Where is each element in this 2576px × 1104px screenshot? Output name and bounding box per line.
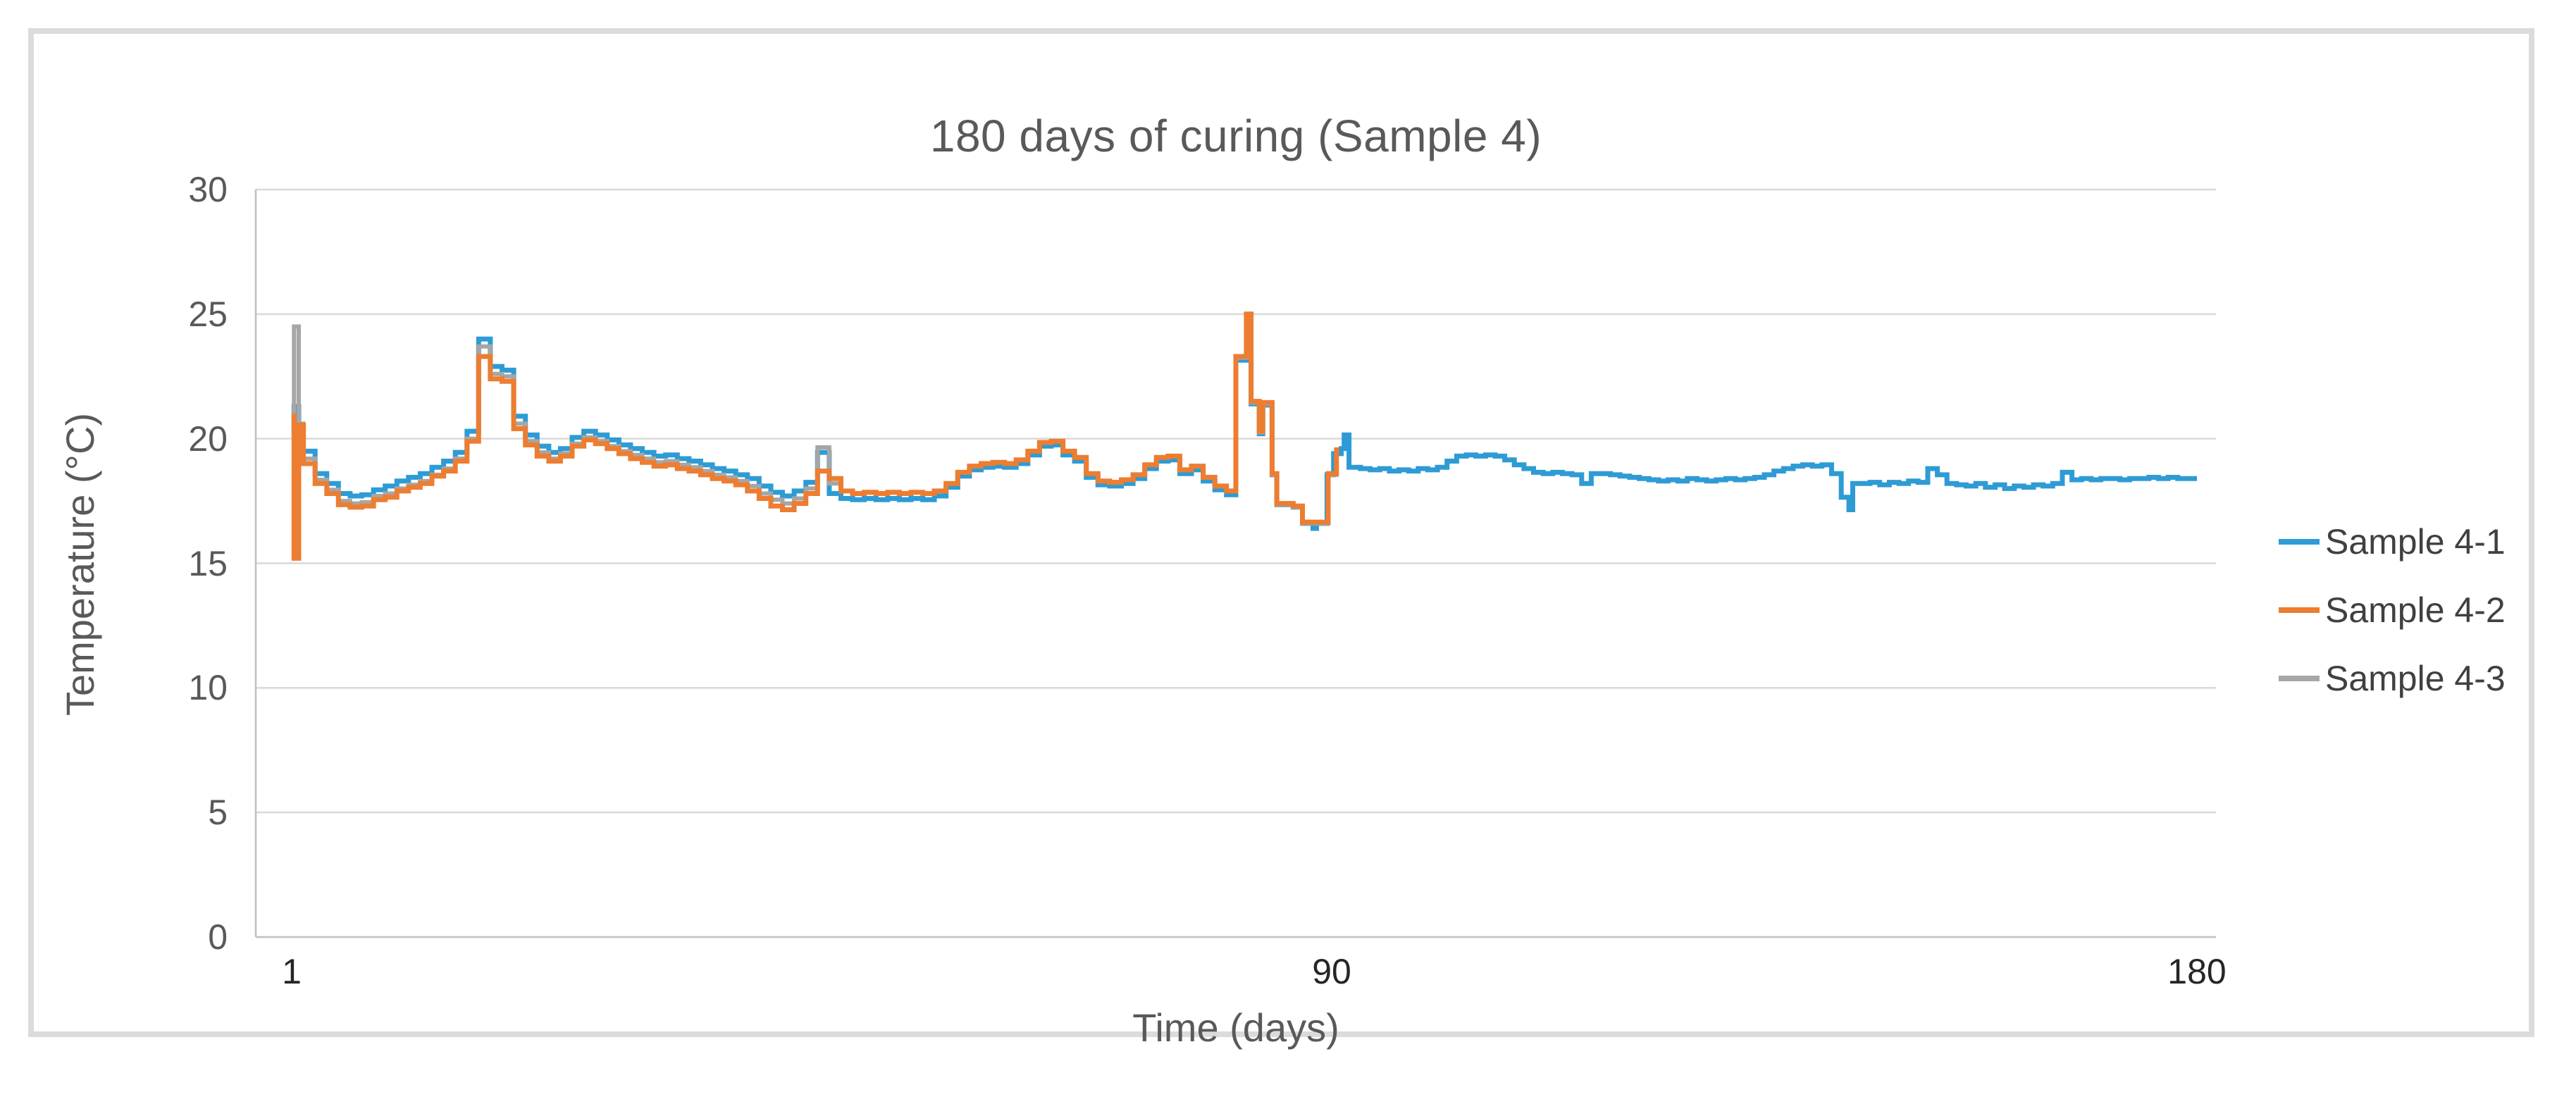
chart-frame: 180 days of curing (Sample 4) Temperatur… (28, 28, 2534, 1050)
legend-item-sample-4-3: Sample 4-3 (2279, 644, 2506, 712)
legend-swatch-gray-icon (2279, 675, 2320, 681)
legend-swatch-orange-icon (2279, 607, 2320, 613)
legend-label: Sample 4-2 (2325, 590, 2506, 630)
legend: Sample 4-1 Sample 4-2 Sample 4-3 (2279, 507, 2506, 712)
y-tick-label: 5 (208, 793, 228, 833)
legend-item-sample-4-2: Sample 4-2 (2279, 576, 2506, 644)
y-tick-label: 0 (208, 917, 228, 957)
y-tick-label: 20 (188, 418, 228, 459)
x-tick-label: 90 (1312, 952, 1351, 991)
legend-label: Sample 4-3 (2325, 658, 2506, 698)
x-tick-label: 180 (2167, 952, 2227, 991)
series-line-Sample 4-1 (291, 336, 2197, 531)
x-axis-title: Time (days) (1132, 1005, 1339, 1050)
legend-item-sample-4-1: Sample 4-1 (2279, 507, 2506, 576)
y-tick-label: 15 (188, 543, 228, 583)
y-tick-label: 25 (188, 294, 228, 334)
series-line-Sample 4-2 (291, 311, 1339, 561)
y-tick-label: 30 (188, 170, 228, 209)
chart-title: 180 days of curing (Sample 4) (929, 111, 1542, 161)
legend-label: Sample 4-1 (2325, 521, 2506, 562)
plot-area (254, 188, 2216, 938)
y-tick-label: 10 (188, 668, 228, 708)
screenshot-root: { "chart": { "title": "180 days of curin… (28, 28, 2534, 1050)
legend-swatch-blue-icon (2279, 538, 2320, 545)
x-tick-label: 1 (282, 952, 302, 991)
